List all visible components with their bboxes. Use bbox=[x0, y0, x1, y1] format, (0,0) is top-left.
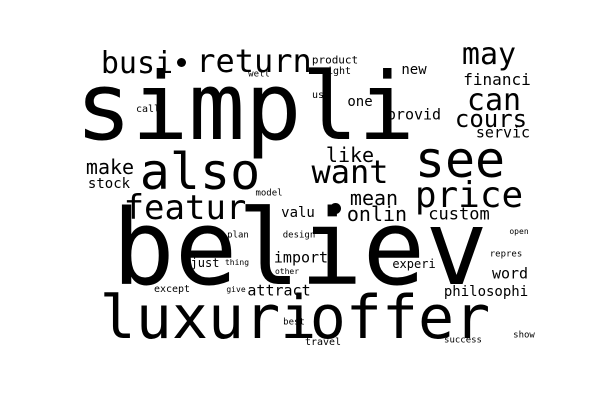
word-servic: servic bbox=[475, 123, 531, 142]
word-give: give bbox=[226, 285, 246, 294]
word-open: open bbox=[509, 227, 529, 236]
word-travel: travel bbox=[304, 337, 342, 348]
word-believ: believ bbox=[112, 187, 488, 309]
word-word: word bbox=[491, 264, 529, 283]
word-experi: experi bbox=[392, 257, 436, 271]
word-return: return bbox=[196, 42, 312, 80]
word-plan: plan bbox=[227, 230, 249, 241]
word-cours: cours bbox=[454, 105, 528, 133]
word-make: make bbox=[85, 155, 135, 179]
word-one: one bbox=[347, 94, 373, 110]
word-want: want bbox=[311, 153, 389, 191]
word-just: just bbox=[190, 256, 220, 270]
word-may: may bbox=[461, 37, 517, 72]
word-also: also bbox=[139, 143, 261, 201]
word-right: right bbox=[320, 66, 352, 77]
word-thing: thing bbox=[224, 258, 250, 267]
word-simpli: simpli bbox=[75, 53, 415, 162]
word-us: us bbox=[311, 90, 325, 101]
word-call: call bbox=[135, 104, 161, 115]
word-well: well bbox=[248, 69, 270, 80]
word-featur: featur bbox=[123, 188, 247, 228]
word-philosophi: philosophi bbox=[443, 284, 529, 300]
word-like: like bbox=[325, 143, 375, 167]
word-mean: mean bbox=[349, 186, 399, 210]
word-valu: valu bbox=[281, 205, 315, 221]
word-can: can bbox=[466, 83, 522, 118]
word-stock: stock bbox=[87, 176, 131, 192]
word-price: price bbox=[414, 175, 524, 216]
word-show: show bbox=[513, 330, 535, 341]
word-financi: financi bbox=[463, 70, 531, 89]
word-import: import bbox=[273, 248, 329, 267]
word-new: new bbox=[401, 62, 427, 78]
word-luxuri: luxuri bbox=[99, 283, 317, 353]
word-success: success bbox=[444, 335, 482, 346]
word-model: model bbox=[255, 188, 283, 199]
word-except: except bbox=[153, 284, 191, 295]
word-see: see bbox=[414, 131, 506, 189]
word-attract: attract bbox=[247, 281, 311, 300]
word-onlin: onlin bbox=[346, 202, 408, 226]
word-design: design bbox=[282, 230, 316, 241]
word-busi: busi bbox=[100, 46, 174, 81]
word-other: other bbox=[274, 267, 300, 276]
word-best: best bbox=[283, 317, 305, 328]
dot-mark bbox=[176, 57, 186, 67]
word-product: product bbox=[311, 53, 359, 67]
word-custom: custom bbox=[428, 204, 490, 225]
word-repres: repres bbox=[489, 249, 523, 260]
word-offer: offer bbox=[309, 283, 491, 353]
dot-mark bbox=[329, 202, 341, 214]
word-provid: provid bbox=[386, 105, 442, 124]
